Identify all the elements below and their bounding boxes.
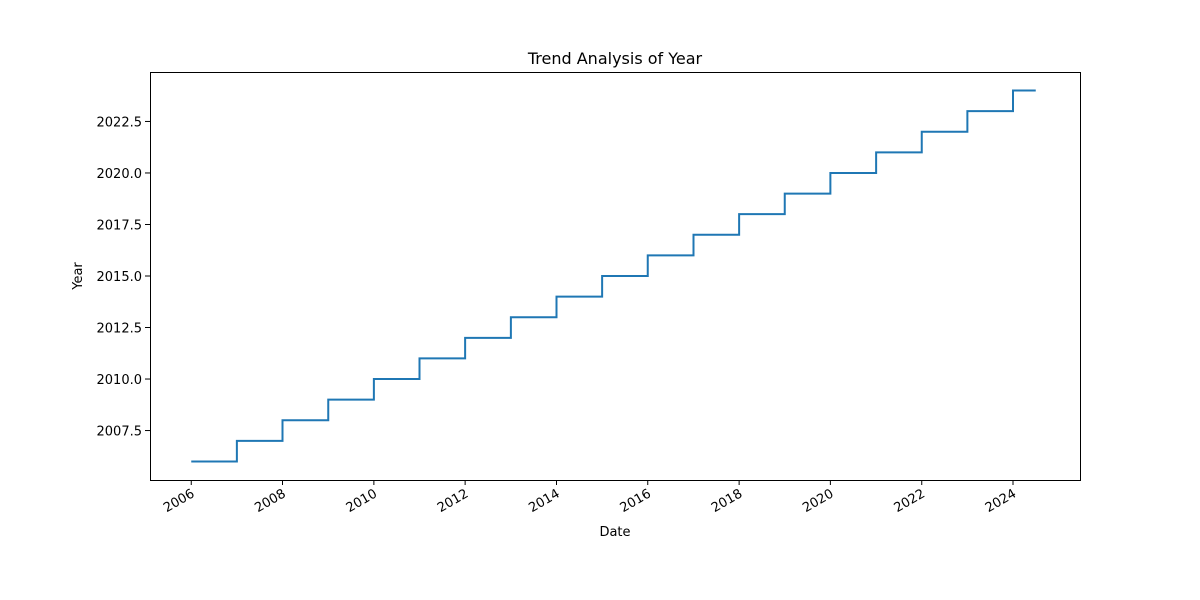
- plot-frame: [150, 72, 1081, 481]
- y-tick-label: 2010.0: [97, 373, 143, 388]
- y-tick-label: 2012.5: [97, 322, 143, 337]
- y-tick-label: 2022.5: [97, 115, 143, 130]
- x-axis-label: Date: [599, 525, 630, 540]
- y-tick-label: 2017.5: [97, 218, 143, 233]
- y-tick-label: 2015.0: [97, 270, 143, 285]
- y-axis-label: Year: [71, 262, 86, 291]
- chart-title: Trend Analysis of Year: [527, 49, 703, 68]
- series-line: [191, 89, 1036, 463]
- y-tick-label: 2007.5: [97, 425, 143, 440]
- y-tick-label: 2020.0: [97, 167, 143, 182]
